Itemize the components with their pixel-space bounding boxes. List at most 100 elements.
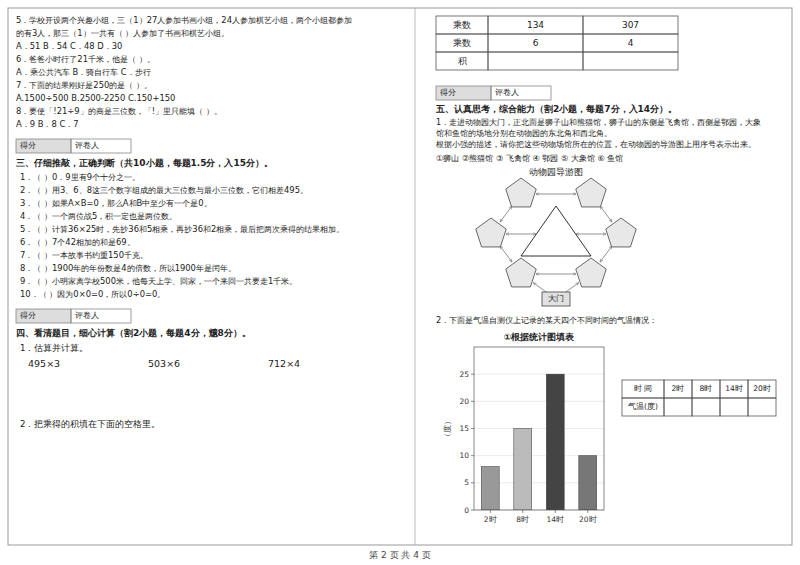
score-box — [16, 309, 71, 323]
y-tick-label: 25 — [459, 370, 469, 379]
central-area — [521, 206, 591, 256]
venue-plot — [476, 218, 506, 247]
table-cell — [622, 398, 664, 416]
y-tick — [471, 374, 474, 375]
table-cell — [436, 16, 488, 34]
venue-plot — [506, 258, 536, 287]
table-cell — [692, 398, 720, 416]
table-cell — [664, 380, 692, 398]
map-path — [500, 246, 512, 262]
table-cell — [720, 380, 748, 398]
gate-label: 大门 — [548, 294, 564, 303]
grid-line — [474, 428, 604, 429]
venue-plot — [506, 178, 536, 207]
grid-line — [474, 401, 604, 402]
table-text: 4 — [628, 38, 634, 48]
table-text: 时 间 — [634, 384, 652, 393]
map-path — [600, 206, 612, 222]
x-tick — [555, 510, 556, 513]
section-header: 三、仔细推敲，正确判断（共10小题，每题1.5分，入15分）。 — [16, 158, 273, 168]
question-line: A．乘公共汽车 B．骑自行车 C．步行 — [16, 67, 151, 77]
grader-box — [71, 139, 131, 153]
y-tick-label: 15 — [459, 424, 469, 433]
table-cell — [583, 52, 678, 70]
grader-box — [71, 309, 131, 323]
question-line: 8．要使「!21÷9」的商是三位数，「!」里只能填（ ）。 — [16, 106, 222, 116]
x-tick-label: 2时 — [484, 515, 497, 524]
map-path — [576, 234, 606, 235]
judge-item: 1．（ ）0．9里有9个十分之一。 — [20, 172, 140, 182]
x-tick-label: 8时 — [516, 515, 529, 524]
table-cell — [692, 380, 720, 398]
question-line: A．9 B．8 C．7 — [16, 119, 79, 129]
bar — [579, 456, 597, 510]
bar-chart: 0 5 10 15 20 25 2时 8时 14时 20时 （度） — [443, 347, 604, 524]
page: 5．学校开设两个兴趣小组，三（1）27人参加书画小组，24人参加棋艺小组，两个小… — [0, 0, 800, 565]
question-line: 5．学校开设两个兴趣小组，三（1）27人参加书画小组，24人参加棋艺小组，两个小… — [16, 15, 352, 25]
y-tick-label: 20 — [459, 397, 469, 406]
venue-plot — [606, 218, 636, 247]
bar — [481, 467, 499, 510]
judge-item: 5．（ ）计算36×25时，先抄36和5相乘，再抄36和2相乘，最后把两次乘得的… — [20, 224, 344, 234]
y-tick — [471, 510, 474, 511]
calculation: 712×4 — [268, 358, 300, 369]
table-cell — [583, 16, 678, 34]
grid-line — [474, 374, 604, 375]
table-text: 14时 — [725, 384, 743, 393]
y-axis-label: （度） — [443, 417, 452, 441]
judge-item: 4．（ ）一个两位战5，积一定也是两位数。 — [20, 211, 177, 221]
gate-box — [542, 292, 570, 306]
chart-title: ①根据统计图填表 — [504, 332, 575, 342]
table-text: 307 — [622, 20, 639, 30]
judge-item: 2．（ ）用3、6、8这三个数字组成的最大三位数与最小三位数，它们相差495。 — [20, 185, 308, 195]
score-label: 得分 — [20, 140, 36, 150]
grader-label: 评卷人 — [75, 140, 99, 150]
section-header: 五、认真思考，综合能力（割2小题，每题7分，入14分）。 — [435, 104, 677, 114]
table-text: 乘数 — [453, 20, 471, 30]
y-tick-label: 5 — [464, 478, 469, 487]
table-cell — [720, 398, 748, 416]
bar — [514, 429, 532, 511]
y-tick — [471, 428, 474, 429]
venue-labels: ①狮山 ②熊猫馆 ③ 飞禽馆 ④ 鄂园 ⑤ 大象馆 ⑥ 鱼馆 — [436, 153, 623, 163]
y-tick-label: 0 — [464, 506, 469, 515]
map-path — [536, 274, 576, 275]
question-line: A.1500÷500 B.2500-2250 C.150+150 — [16, 93, 175, 103]
score-label: 得分 — [20, 310, 36, 320]
question-line: 6．爸爸小时行了21千米，他是（ ）。 — [16, 54, 155, 64]
question-line: 7．下面的结果刚好是250的是（ ）。 — [16, 80, 152, 90]
table-text: 20时 — [753, 384, 771, 393]
judge-item: 10．（ ）因为0×0=0，所以0÷0=0。 — [20, 289, 165, 299]
bar — [546, 374, 564, 510]
table-cell — [436, 34, 488, 52]
score-box — [436, 86, 491, 100]
table-text: 2时 — [672, 384, 685, 393]
table-text: 积 — [458, 56, 467, 66]
question-line: 馆和鱼馆的场地分别在动物园的东北角和西北角。 — [435, 129, 612, 138]
x-tick — [522, 510, 523, 513]
x-tick-label: 14时 — [546, 515, 564, 524]
map-path — [600, 246, 612, 262]
venue-plot — [576, 258, 606, 287]
question-line: 根据小强的描述，请你把这些动物场馆所在的位置，在动物园的导游图上用序号表示出来。 — [436, 140, 756, 149]
judge-item: 7．（ ）一本故事书约重150千克。 — [20, 250, 148, 260]
calculation: 503×6 — [148, 358, 180, 369]
table-cell — [436, 52, 488, 70]
sub-question: 2．把乘得的积填在下面的空格里。 — [20, 419, 160, 429]
judge-item: 8．（ ）1900年的年份数是4的倍数，所以1900年是闰年。 — [20, 263, 236, 273]
table-cell — [488, 34, 583, 52]
table-text: 气温(度) — [628, 402, 658, 411]
page-footer: 第 2 页 共 4 页 — [369, 550, 431, 560]
grader-box — [491, 86, 551, 100]
y-tick-label: 10 — [459, 451, 469, 460]
venue-plot — [576, 178, 606, 207]
question-line: 1．走进动物园大门，正北面是狮子山和熊猫馆，狮子山的东侧是飞禽馆，西侧是鄂园，大… — [436, 118, 761, 127]
x-tick-label: 20时 — [579, 515, 597, 524]
table-cell — [748, 398, 776, 416]
grader-label: 评卷人 — [75, 310, 99, 320]
x-tick — [587, 510, 588, 513]
table-text: 乘数 — [453, 38, 471, 48]
table-cell — [748, 380, 776, 398]
sub-question: 1．估算并计算。 — [20, 343, 88, 353]
table-text: 8时 — [700, 384, 713, 393]
